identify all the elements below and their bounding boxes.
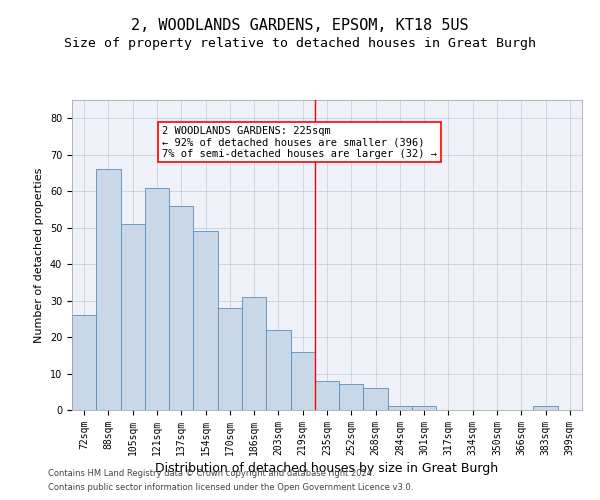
Bar (72, 315, 96, 410)
Bar (364, 388, 388, 410)
Text: Contains public sector information licensed under the Open Government Licence v3: Contains public sector information licen… (48, 484, 413, 492)
Text: Size of property relative to detached houses in Great Burgh: Size of property relative to detached ho… (64, 38, 536, 51)
Bar (533, 406, 558, 410)
Y-axis label: Number of detached properties: Number of detached properties (34, 168, 44, 342)
Bar (218, 308, 242, 410)
Bar (388, 406, 412, 410)
Bar (290, 352, 315, 410)
Bar (242, 297, 266, 410)
Bar (412, 406, 436, 410)
Text: 2 WOODLANDS GARDENS: 225sqm
← 92% of detached houses are smaller (396)
7% of sem: 2 WOODLANDS GARDENS: 225sqm ← 92% of det… (162, 126, 437, 158)
Bar (145, 188, 169, 410)
Bar (315, 381, 339, 410)
Text: 2, WOODLANDS GARDENS, EPSOM, KT18 5US: 2, WOODLANDS GARDENS, EPSOM, KT18 5US (131, 18, 469, 32)
X-axis label: Distribution of detached houses by size in Great Burgh: Distribution of detached houses by size … (155, 462, 499, 475)
Bar (121, 224, 145, 410)
Bar (339, 384, 364, 410)
Text: Contains HM Land Registry data © Crown copyright and database right 2024.: Contains HM Land Registry data © Crown c… (48, 468, 374, 477)
Bar (266, 330, 290, 410)
Bar (169, 206, 193, 410)
Bar (193, 232, 218, 410)
Bar (96, 170, 121, 410)
